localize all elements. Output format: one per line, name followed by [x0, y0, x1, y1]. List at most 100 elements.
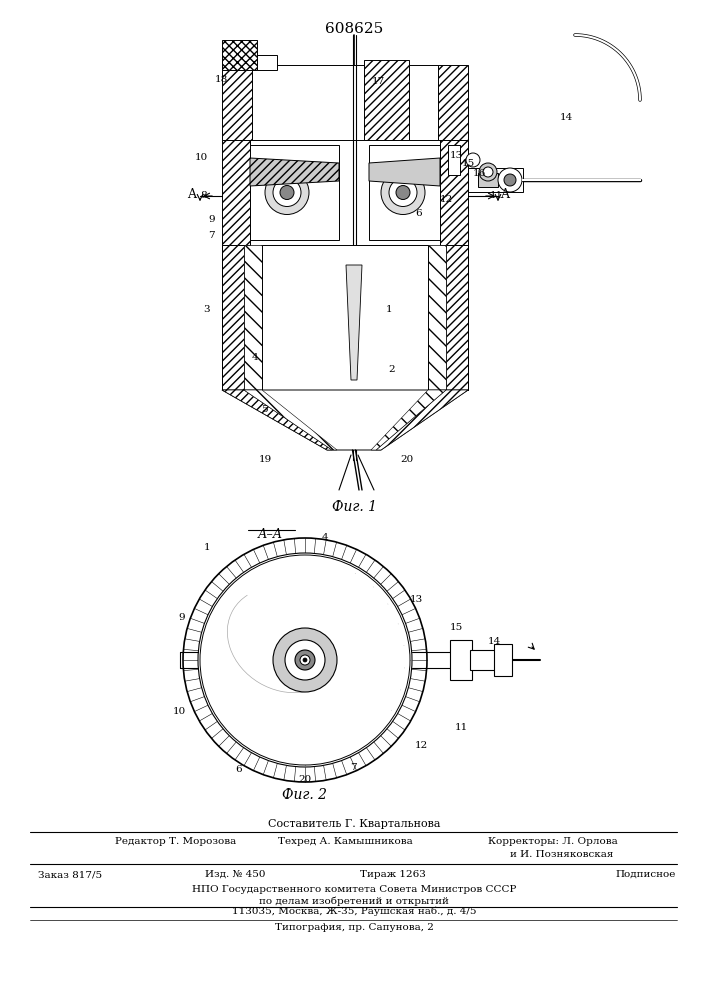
- Polygon shape: [250, 158, 339, 186]
- Text: 3: 3: [204, 306, 210, 314]
- Text: A: A: [500, 188, 509, 200]
- Circle shape: [498, 168, 522, 192]
- Text: Фиг. 1: Фиг. 1: [332, 500, 377, 514]
- Text: 608625: 608625: [325, 22, 383, 36]
- Text: по делам изобретений и открытий: по делам изобретений и открытий: [259, 896, 449, 906]
- Circle shape: [183, 538, 427, 782]
- Text: 20: 20: [400, 456, 414, 464]
- Text: 113035, Москва, Ж-35, Раушская наб., д. 4/5: 113035, Москва, Ж-35, Раушская наб., д. …: [232, 907, 477, 916]
- Bar: [440, 140, 468, 245]
- Circle shape: [466, 153, 480, 167]
- Circle shape: [381, 170, 425, 215]
- Text: 11: 11: [455, 724, 468, 732]
- Text: Составитель Г. Квартальнова: Составитель Г. Квартальнова: [268, 819, 440, 829]
- Text: Тираж 1263: Тираж 1263: [360, 870, 426, 879]
- Text: 12: 12: [415, 740, 428, 750]
- Circle shape: [295, 650, 315, 670]
- Text: 15: 15: [450, 624, 463, 633]
- Text: 20: 20: [298, 776, 312, 784]
- Circle shape: [273, 628, 337, 692]
- Circle shape: [273, 178, 301, 207]
- Circle shape: [504, 174, 516, 186]
- Text: НПО Государственного комитета Совета Министров СССР: НПО Государственного комитета Совета Мин…: [192, 885, 516, 894]
- Circle shape: [300, 655, 310, 665]
- Text: и И. Позняковская: и И. Позняковская: [510, 850, 614, 859]
- Polygon shape: [371, 390, 446, 450]
- Bar: [448, 145, 460, 175]
- Bar: [364, 60, 409, 140]
- Text: 18: 18: [215, 76, 228, 85]
- Polygon shape: [346, 265, 362, 380]
- Bar: [257, 55, 277, 70]
- Bar: [369, 145, 440, 240]
- Bar: [222, 65, 252, 140]
- Text: 6: 6: [235, 766, 242, 774]
- Text: 12: 12: [440, 196, 453, 205]
- Text: 6: 6: [415, 210, 421, 219]
- Bar: [244, 245, 262, 390]
- Polygon shape: [222, 390, 468, 450]
- Text: 2: 2: [388, 365, 395, 374]
- Bar: [262, 245, 428, 390]
- Text: 8: 8: [200, 192, 207, 200]
- Text: Типография, пр. Сапунова, 2: Типография, пр. Сапунова, 2: [274, 923, 433, 932]
- Bar: [438, 65, 468, 140]
- Text: 4: 4: [252, 354, 258, 362]
- Text: 4: 4: [322, 532, 329, 542]
- Text: 7: 7: [209, 231, 215, 239]
- Text: A: A: [187, 188, 196, 200]
- Text: А–А: А–А: [257, 528, 283, 541]
- Bar: [250, 145, 339, 240]
- Text: Изд. № 450: Изд. № 450: [205, 870, 266, 879]
- Polygon shape: [244, 390, 337, 450]
- Text: 9: 9: [178, 613, 185, 622]
- Text: 10: 10: [173, 708, 186, 716]
- Text: 17: 17: [372, 78, 385, 87]
- Text: 13: 13: [410, 595, 423, 604]
- Circle shape: [280, 186, 294, 200]
- Text: Редактор Т. Морозова: Редактор Т. Морозова: [115, 837, 236, 846]
- Text: Заказ 817/5: Заказ 817/5: [38, 870, 102, 879]
- Text: 1: 1: [386, 306, 392, 314]
- Text: 14: 14: [488, 638, 501, 647]
- Circle shape: [389, 178, 417, 207]
- Text: Подписное: Подписное: [615, 870, 675, 879]
- Text: 16: 16: [452, 643, 465, 652]
- Circle shape: [483, 167, 493, 177]
- Bar: [252, 65, 438, 140]
- Circle shape: [285, 640, 325, 680]
- Circle shape: [200, 555, 410, 765]
- Bar: [450, 640, 472, 680]
- Bar: [468, 168, 523, 192]
- Text: 14: 14: [560, 113, 573, 122]
- Bar: [478, 173, 498, 187]
- Text: 15: 15: [462, 158, 475, 167]
- Bar: [470, 650, 500, 670]
- Circle shape: [198, 553, 412, 767]
- Bar: [222, 140, 250, 245]
- Text: 13: 13: [450, 150, 463, 159]
- Text: Корректоры: Л. Орлова: Корректоры: Л. Орлова: [488, 837, 618, 846]
- Bar: [222, 40, 257, 70]
- Bar: [222, 245, 244, 390]
- Text: 10: 10: [194, 153, 208, 162]
- Text: 1: 1: [204, 544, 210, 552]
- Polygon shape: [222, 390, 332, 450]
- Text: 5: 5: [262, 406, 268, 414]
- Text: 9: 9: [209, 216, 215, 225]
- Bar: [446, 245, 468, 390]
- Circle shape: [265, 170, 309, 215]
- Circle shape: [396, 186, 410, 200]
- Text: 16: 16: [473, 168, 486, 178]
- Polygon shape: [376, 390, 468, 450]
- Text: 11: 11: [490, 192, 503, 200]
- Text: Техред А. Камышникова: Техред А. Камышникова: [278, 837, 413, 846]
- Bar: [428, 245, 446, 390]
- Text: Фиг. 2: Фиг. 2: [283, 788, 327, 802]
- Polygon shape: [369, 158, 440, 186]
- Circle shape: [479, 163, 497, 181]
- Circle shape: [303, 658, 307, 662]
- Text: 7: 7: [350, 764, 356, 772]
- Text: 19: 19: [259, 456, 272, 464]
- Bar: [494, 644, 512, 676]
